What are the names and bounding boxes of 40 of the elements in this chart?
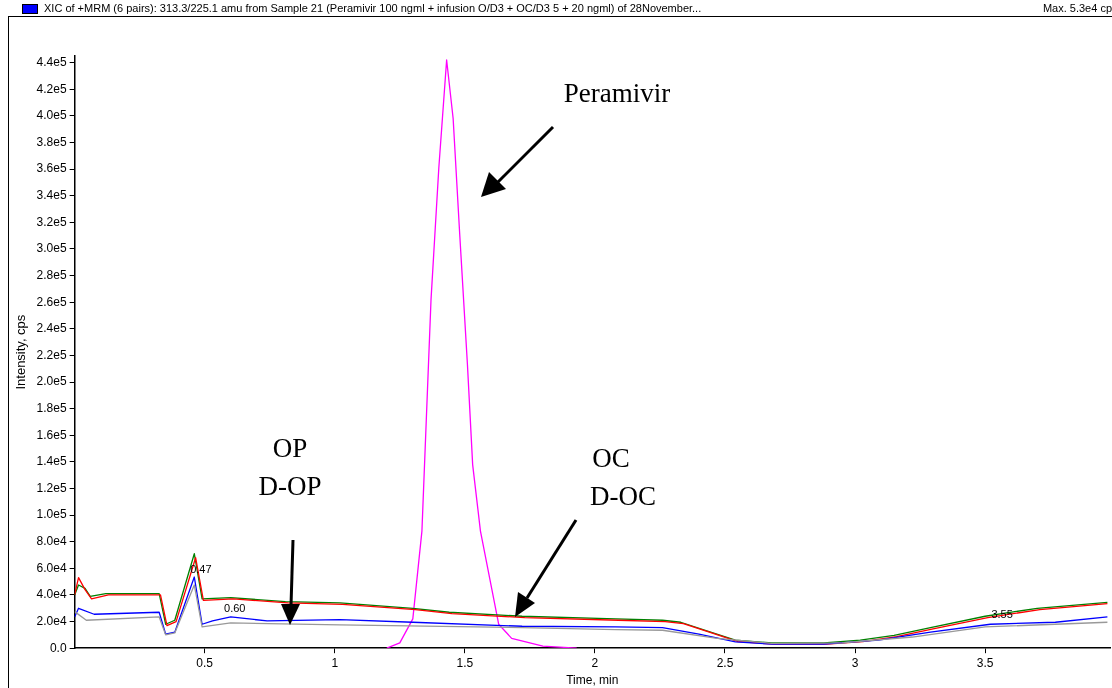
y-tick-label: 6.0e4 [36, 560, 67, 575]
y-tick-label: 2.8e5 [36, 267, 67, 282]
chart-title: XIC of +MRM (6 pairs): 313.3/225.1 amu from Sample 21 (Peramivir 100 ngml + infusion O/D3 + OC/D3 5 + 20 ngml) of 28November... [44, 1, 702, 16]
y-tick-label: 8.0e4 [36, 534, 67, 549]
x-tick-label: 1.5 [456, 655, 474, 670]
y-tick-label: 1.2e5 [36, 480, 67, 495]
y-tick-label: 1.4e5 [36, 454, 67, 469]
annotation: Peramivir [563, 78, 671, 109]
x-tick-label: 0.5 [196, 655, 214, 670]
annotation: D-OC [590, 481, 656, 512]
y-tick-label: 2.6e5 [36, 294, 67, 309]
annotation: D-OP [258, 471, 322, 502]
y-tick-label: 4.4e5 [36, 54, 67, 69]
y-tick-label: 2.4e5 [36, 321, 67, 336]
chart-subtitle: Max. 5.3e4 cp [1042, 1, 1112, 16]
y-tick-label: 4.0e5 [36, 108, 67, 123]
x-tick-label: 3 [851, 655, 859, 670]
y-tick-label: 2.0e4 [36, 613, 67, 628]
y-tick-label: 4.2e5 [36, 81, 67, 96]
y-tick-label: 3.8e5 [36, 134, 67, 149]
y-tick-label: 3.0e5 [36, 241, 67, 256]
x-tick-label: 3.5 [976, 655, 994, 670]
y-tick-label: 0.0 [49, 640, 67, 655]
y-axis-title: Intensity, cps [13, 314, 29, 390]
x-tick-label: 2.5 [716, 655, 734, 670]
y-tick-label: 4.0e4 [36, 587, 67, 602]
y-tick-label: 1.0e5 [36, 507, 67, 522]
y-tick-label: 3.4e5 [36, 188, 67, 203]
x-axis-title: Time, min [566, 673, 619, 688]
y-tick-label: 1.6e5 [36, 427, 67, 442]
annotation: 0.60 [224, 602, 246, 615]
y-tick-label: 3.6e5 [36, 161, 67, 176]
x-tick-label: 1 [331, 655, 339, 670]
y-tick-label: 2.0e5 [36, 374, 67, 389]
annotation: OC [592, 443, 630, 474]
y-tick-label: 1.8e5 [36, 400, 67, 415]
y-tick-label: 2.2e5 [36, 347, 67, 362]
x-tick-label: 2 [591, 655, 599, 670]
annotation: OP [272, 433, 308, 464]
y-tick-label: 3.2e5 [36, 214, 67, 229]
